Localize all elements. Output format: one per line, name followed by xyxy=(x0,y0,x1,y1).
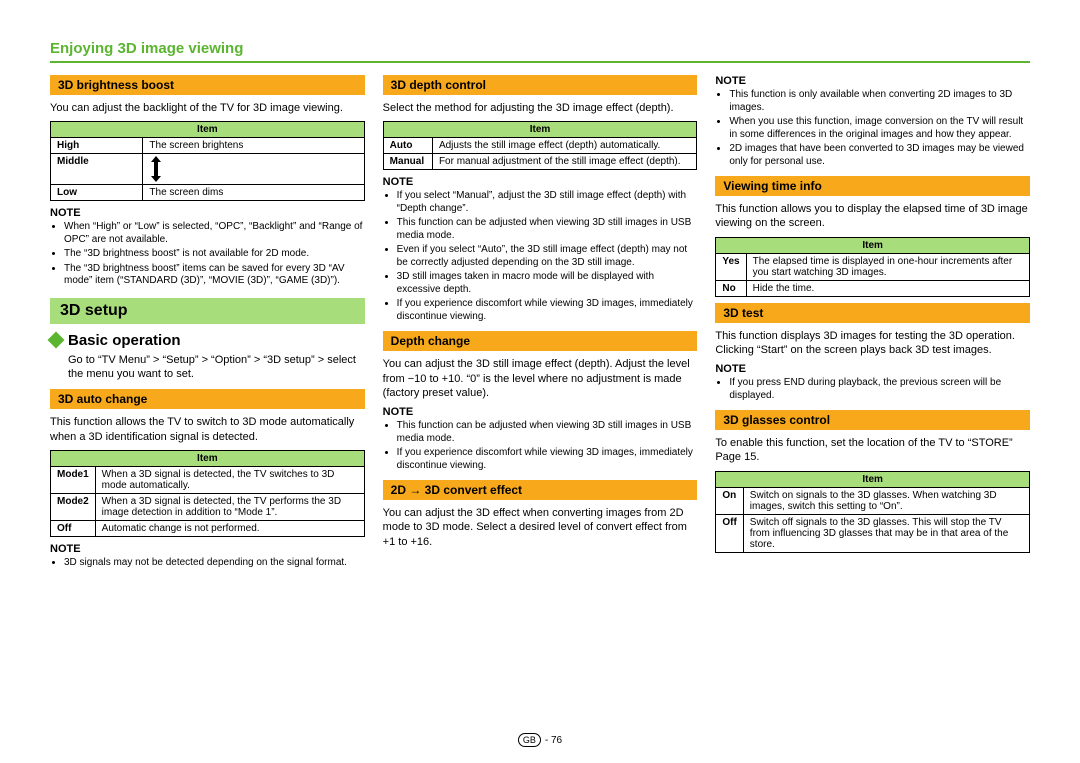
heading-brightness: 3D brightness boost xyxy=(50,75,365,95)
table-val: Switch off signals to the 3D glasses. Th… xyxy=(743,514,1029,552)
table-val: When a 3D signal is detected, the TV swi… xyxy=(95,466,364,493)
heading-depth: 3D depth control xyxy=(383,75,698,95)
note-heading: NOTE xyxy=(715,75,1030,87)
autochange-table: Item Mode1When a 3D signal is detected, … xyxy=(50,450,365,537)
basic-operation-text: Go to “TV Menu” > “Setup” > “Option” > “… xyxy=(68,353,365,382)
note-item: If you select “Manual”, adjust the 3D st… xyxy=(397,190,698,215)
note-heading: NOTE xyxy=(383,176,698,188)
glasses-desc: To enable this function, set the locatio… xyxy=(715,436,1030,465)
basic-operation-label: Basic operation xyxy=(68,332,181,349)
column-3: NOTE This function is only available whe… xyxy=(715,75,1030,571)
table-key: High xyxy=(51,138,143,154)
autochange-desc: This function allows the TV to switch to… xyxy=(50,415,365,444)
autochange-notes: 3D signals may not be detected depending… xyxy=(50,557,365,570)
table-key: Low xyxy=(51,185,143,201)
diamond-icon xyxy=(48,332,65,349)
note-heading: NOTE xyxy=(50,543,365,555)
brightness-desc: You can adjust the backlight of the TV f… xyxy=(50,101,365,115)
note-item: The “3D brightness boost” is not availab… xyxy=(64,248,365,261)
depth-notes: If you select “Manual”, adjust the 3D st… xyxy=(383,190,698,323)
table-val: Switch on signals to the 3D glasses. Whe… xyxy=(743,487,1029,514)
note-item: If you experience discomfort while viewi… xyxy=(397,298,698,323)
table-key: On xyxy=(716,487,743,514)
note-heading: NOTE xyxy=(50,207,365,219)
heading-convert: 2D → 3D convert effect xyxy=(383,480,698,500)
depth-table: Item AutoAdjusts the still image effect … xyxy=(383,121,698,170)
table-key: Manual xyxy=(383,154,432,170)
table-key: No xyxy=(716,280,746,296)
table-val: The elapsed time is displayed in one-hou… xyxy=(746,253,1029,280)
column-1: 3D brightness boost You can adjust the b… xyxy=(50,75,365,571)
depth-desc: Select the method for adjusting the 3D i… xyxy=(383,101,698,115)
content-columns: 3D brightness boost You can adjust the b… xyxy=(50,75,1030,571)
page-title: Enjoying 3D image viewing xyxy=(50,40,1030,63)
note-heading: NOTE xyxy=(383,406,698,418)
brightness-table: Item High The screen brightens Middle Lo… xyxy=(50,121,365,201)
heading-depthchange: Depth change xyxy=(383,331,698,351)
viewtime-desc: This function allows you to display the … xyxy=(715,202,1030,231)
note-item: 3D signals may not be detected depending… xyxy=(64,557,365,570)
table-key: Off xyxy=(51,520,96,536)
brightness-notes: When “High” or “Low” is selected, “OPC”,… xyxy=(50,221,365,288)
note-item: 2D images that have been converted to 3D… xyxy=(729,143,1030,168)
table-header: Item xyxy=(716,237,1030,253)
region-badge: GB xyxy=(518,733,541,747)
table-header: Item xyxy=(51,122,365,138)
note-item: If you experience discomfort while viewi… xyxy=(397,447,698,472)
note-item: This function can be adjusted when viewi… xyxy=(397,420,698,445)
note-item: 3D still images taken in macro mode will… xyxy=(397,271,698,296)
note-item: If you press END during playback, the pr… xyxy=(729,377,1030,402)
arrow-icon xyxy=(143,154,364,185)
note-item: This function can be adjusted when viewi… xyxy=(397,217,698,242)
column-2: 3D depth control Select the method for a… xyxy=(383,75,698,571)
note-item: When you use this function, image conver… xyxy=(729,116,1030,141)
note-item: Even if you select “Auto”, the 3D still … xyxy=(397,244,698,269)
note-item: This function is only available when con… xyxy=(729,89,1030,114)
heading-3dtest: 3D test xyxy=(715,303,1030,323)
table-val: When a 3D signal is detected, the TV per… xyxy=(95,493,364,520)
table-val: For manual adjustment of the still image… xyxy=(432,154,696,170)
table-header: Item xyxy=(716,471,1030,487)
test-desc: This function displays 3D images for tes… xyxy=(715,329,1030,358)
test-notes: If you press END during playback, the pr… xyxy=(715,377,1030,402)
heading-viewtime: Viewing time info xyxy=(715,176,1030,196)
table-val: Automatic change is not performed. xyxy=(95,520,364,536)
depthchange-notes: This function can be adjusted when viewi… xyxy=(383,420,698,472)
topnote-list: This function is only available when con… xyxy=(715,89,1030,168)
table-val: The screen dims xyxy=(143,185,364,201)
table-val: Adjusts the still image effect (depth) a… xyxy=(432,138,696,154)
table-key: Mode2 xyxy=(51,493,96,520)
table-key: Auto xyxy=(383,138,432,154)
convert-desc: You can adjust the 3D effect when conver… xyxy=(383,506,698,549)
table-header: Item xyxy=(383,122,697,138)
page-number: - 76 xyxy=(545,735,562,746)
depthchange-desc: You can adjust the 3D still image effect… xyxy=(383,357,698,400)
note-item: When “High” or “Low” is selected, “OPC”,… xyxy=(64,221,365,246)
viewtime-table: Item YesThe elapsed time is displayed in… xyxy=(715,237,1030,297)
heading-autochange: 3D auto change xyxy=(50,389,365,409)
glasses-table: Item OnSwitch on signals to the 3D glass… xyxy=(715,471,1030,553)
note-heading: NOTE xyxy=(715,363,1030,375)
page-footer: GB - 76 xyxy=(0,733,1080,747)
table-key: Mode1 xyxy=(51,466,96,493)
heading-glasses: 3D glasses control xyxy=(715,410,1030,430)
heading-3d-setup: 3D setup xyxy=(50,298,365,324)
basic-operation-row: Basic operation xyxy=(50,332,365,349)
table-val: The screen brightens xyxy=(143,138,364,154)
note-item: The “3D brightness boost” items can be s… xyxy=(64,263,365,288)
table-header: Item xyxy=(51,450,365,466)
table-key: Off xyxy=(716,514,743,552)
table-key: Middle xyxy=(51,154,143,185)
table-key: Yes xyxy=(716,253,746,280)
table-val: Hide the time. xyxy=(746,280,1029,296)
